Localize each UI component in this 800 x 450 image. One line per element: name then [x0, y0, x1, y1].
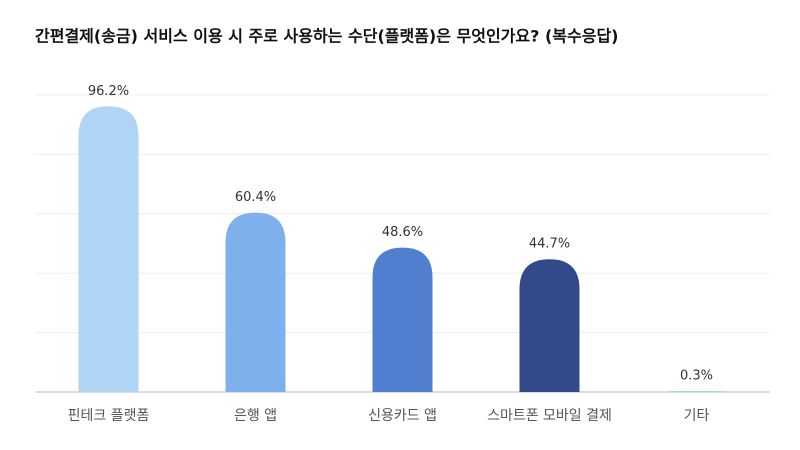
value-label: 0.3% — [680, 369, 713, 384]
x-tick-label: 핀테크 플랫폼 — [68, 408, 150, 424]
x-tick-label: 은행 앱 — [234, 408, 277, 424]
chart-title: 간편결제(송금) 서비스 이용 시 주로 사용하는 수단(플랫폼)은 무엇인가요… — [35, 27, 618, 46]
bar — [372, 247, 433, 392]
value-label: 48.6% — [382, 225, 423, 240]
bar — [519, 259, 580, 392]
value-label: 60.4% — [235, 190, 276, 205]
x-tick-label: 스마트폰 모바일 결제 — [487, 408, 612, 424]
x-tick-label: 기타 — [684, 408, 710, 424]
bar — [225, 212, 286, 392]
bar — [666, 391, 727, 392]
bar — [78, 106, 139, 392]
value-label: 96.2% — [88, 84, 129, 99]
value-label: 44.7% — [529, 237, 570, 252]
x-tick-label: 신용카드 앱 — [368, 408, 437, 424]
